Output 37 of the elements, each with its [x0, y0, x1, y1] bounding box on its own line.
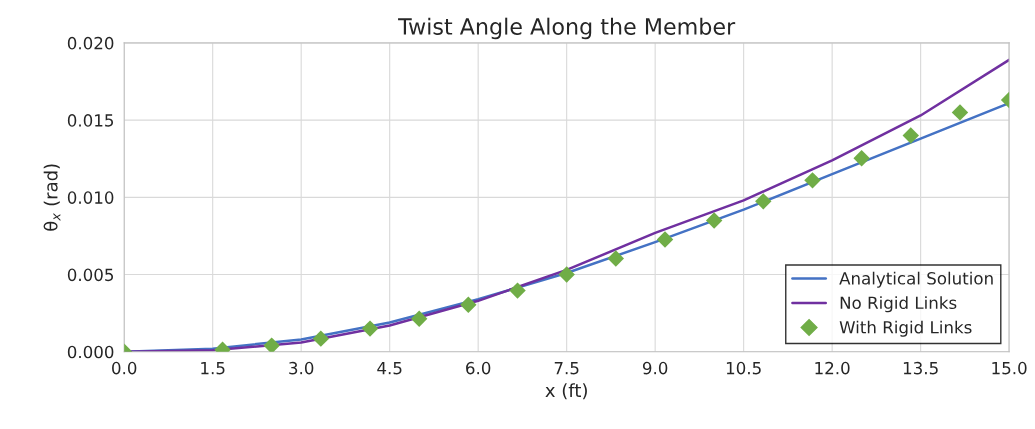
point — [951, 104, 969, 121]
x-tick-label: 10.5 — [726, 361, 761, 375]
y-tick-label: 0.015 — [67, 114, 114, 127]
x-tick-label: 1.5 — [201, 362, 225, 375]
y-tick-label: 0.010 — [67, 191, 114, 204]
point — [263, 337, 280, 352]
point — [312, 330, 330, 347]
x-tick-label: 4.5 — [377, 362, 402, 375]
point — [705, 212, 723, 229]
x-axis-title: x (ft) — [545, 383, 587, 400]
y-tick-label: 0.020 — [67, 36, 114, 50]
point — [410, 310, 428, 327]
x-tick-label: 7.5 — [554, 362, 579, 375]
point — [558, 266, 575, 283]
x-tick-label: 6.0 — [466, 361, 491, 375]
point — [656, 231, 674, 248]
point — [607, 250, 625, 267]
chart-title: Twist Angle Along the Member — [398, 17, 736, 40]
x-tick-label: 9.0 — [642, 361, 668, 375]
x-tick-label: 15.0 — [992, 361, 1027, 375]
x-tick-label: 0.0 — [112, 361, 137, 375]
x-tick-label: 12.0 — [815, 361, 850, 375]
legend-label: No Rigid Links — [840, 296, 957, 313]
point — [361, 320, 379, 337]
x-tick-label: 13.5 — [903, 361, 938, 375]
point — [755, 193, 772, 210]
point — [509, 282, 526, 299]
y-tick-label: 0.005 — [67, 268, 114, 282]
y-tick-label: 0.000 — [67, 345, 114, 359]
point — [804, 172, 821, 189]
point — [460, 296, 477, 313]
y-axis-title: θ$_{x}$ (rad) — [43, 164, 61, 231]
x-tick-label: 3.0 — [289, 361, 314, 375]
point — [853, 150, 870, 167]
legend-label: Analytical Solution — [839, 271, 993, 288]
point — [902, 127, 919, 144]
legend-label: With Rigid Links — [839, 320, 972, 337]
